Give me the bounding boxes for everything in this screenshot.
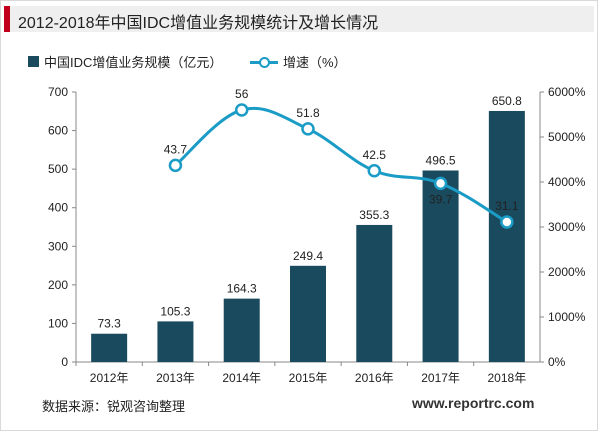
y-right-tick-label: 5000% xyxy=(548,130,586,144)
y-right-tick-label: 2000% xyxy=(548,265,586,279)
x-tick-label: 2015年 xyxy=(289,371,328,385)
y-right-tick-label: 0% xyxy=(548,355,566,369)
bar-data-label: 355.3 xyxy=(359,208,389,222)
y-right-tick-label: 3000% xyxy=(548,220,586,234)
line-point xyxy=(500,215,514,229)
bar xyxy=(488,110,525,362)
y-left-tick-label: 300 xyxy=(48,239,68,253)
y-right-tick-label: 4000% xyxy=(548,175,586,189)
x-tick-label: 2014年 xyxy=(222,371,261,385)
legend-item-line: 增速（%） xyxy=(250,52,347,71)
legend-item-bar: 中国IDC增值业务规模（亿元） xyxy=(28,52,222,71)
line-data-label: 51.8 xyxy=(296,106,320,120)
source-note: 数据来源：锐观咨询整理 xyxy=(42,399,186,414)
bar xyxy=(157,321,194,362)
x-tick-label: 2016年 xyxy=(355,371,394,385)
line-point xyxy=(367,164,382,178)
y-left-tick-label: 0 xyxy=(61,355,68,369)
x-tick-label: 2013年 xyxy=(156,371,195,385)
y-left-tick-label: 500 xyxy=(48,162,68,176)
y-left-tick-label: 200 xyxy=(48,278,68,292)
legend-line-swatch xyxy=(250,56,278,68)
bar xyxy=(290,265,326,362)
y-right-tick-label: 6000% xyxy=(548,85,586,99)
legend-bar-label: 中国IDC增值业务规模（亿元） xyxy=(44,55,223,70)
y-left-tick-label: 600 xyxy=(48,124,68,138)
y-left-tick-label: 100 xyxy=(48,316,68,330)
bar xyxy=(422,170,459,362)
bar-data-label: 249.4 xyxy=(293,249,323,263)
line-point xyxy=(433,176,448,191)
bar-data-label: 164.3 xyxy=(227,282,257,296)
y-left-tick-label: 700 xyxy=(48,85,68,99)
line-data-label: 42.5 xyxy=(363,148,387,162)
line-data-label: 56 xyxy=(235,87,249,101)
line-point xyxy=(168,158,183,173)
bar-data-label: 73.3 xyxy=(97,317,121,331)
title-accent xyxy=(4,6,10,32)
bar xyxy=(91,333,128,362)
line-data-label: 39.7 xyxy=(429,192,453,206)
line-point xyxy=(234,103,249,117)
title-bar: 2012-2018年中国IDC增值业务规模统计及增长情况 xyxy=(4,6,594,32)
x-tick-label: 2012年 xyxy=(90,371,129,385)
bar-data-label: 496.5 xyxy=(426,153,456,167)
bar-data-label: 105.3 xyxy=(160,304,190,318)
x-tick-label: 2018年 xyxy=(488,371,527,385)
x-tick-label: 2017年 xyxy=(421,371,460,385)
chart-title: 2012-2018年中国IDC增值业务规模统计及增长情况 xyxy=(18,15,379,32)
bar xyxy=(223,298,260,362)
line-point xyxy=(301,122,315,136)
bar-data-label: 650.8 xyxy=(492,94,522,108)
y-right-tick-label: 1000% xyxy=(548,310,586,324)
website-url: www.reportrc.com xyxy=(412,395,535,411)
line-data-label: 31.1 xyxy=(495,199,519,213)
bar xyxy=(356,224,393,362)
legend-bar-swatch xyxy=(28,56,39,67)
legend-line-label: 增速（%） xyxy=(283,55,347,70)
line-data-label: 43.7 xyxy=(164,142,188,156)
y-left-tick-label: 400 xyxy=(48,201,68,215)
